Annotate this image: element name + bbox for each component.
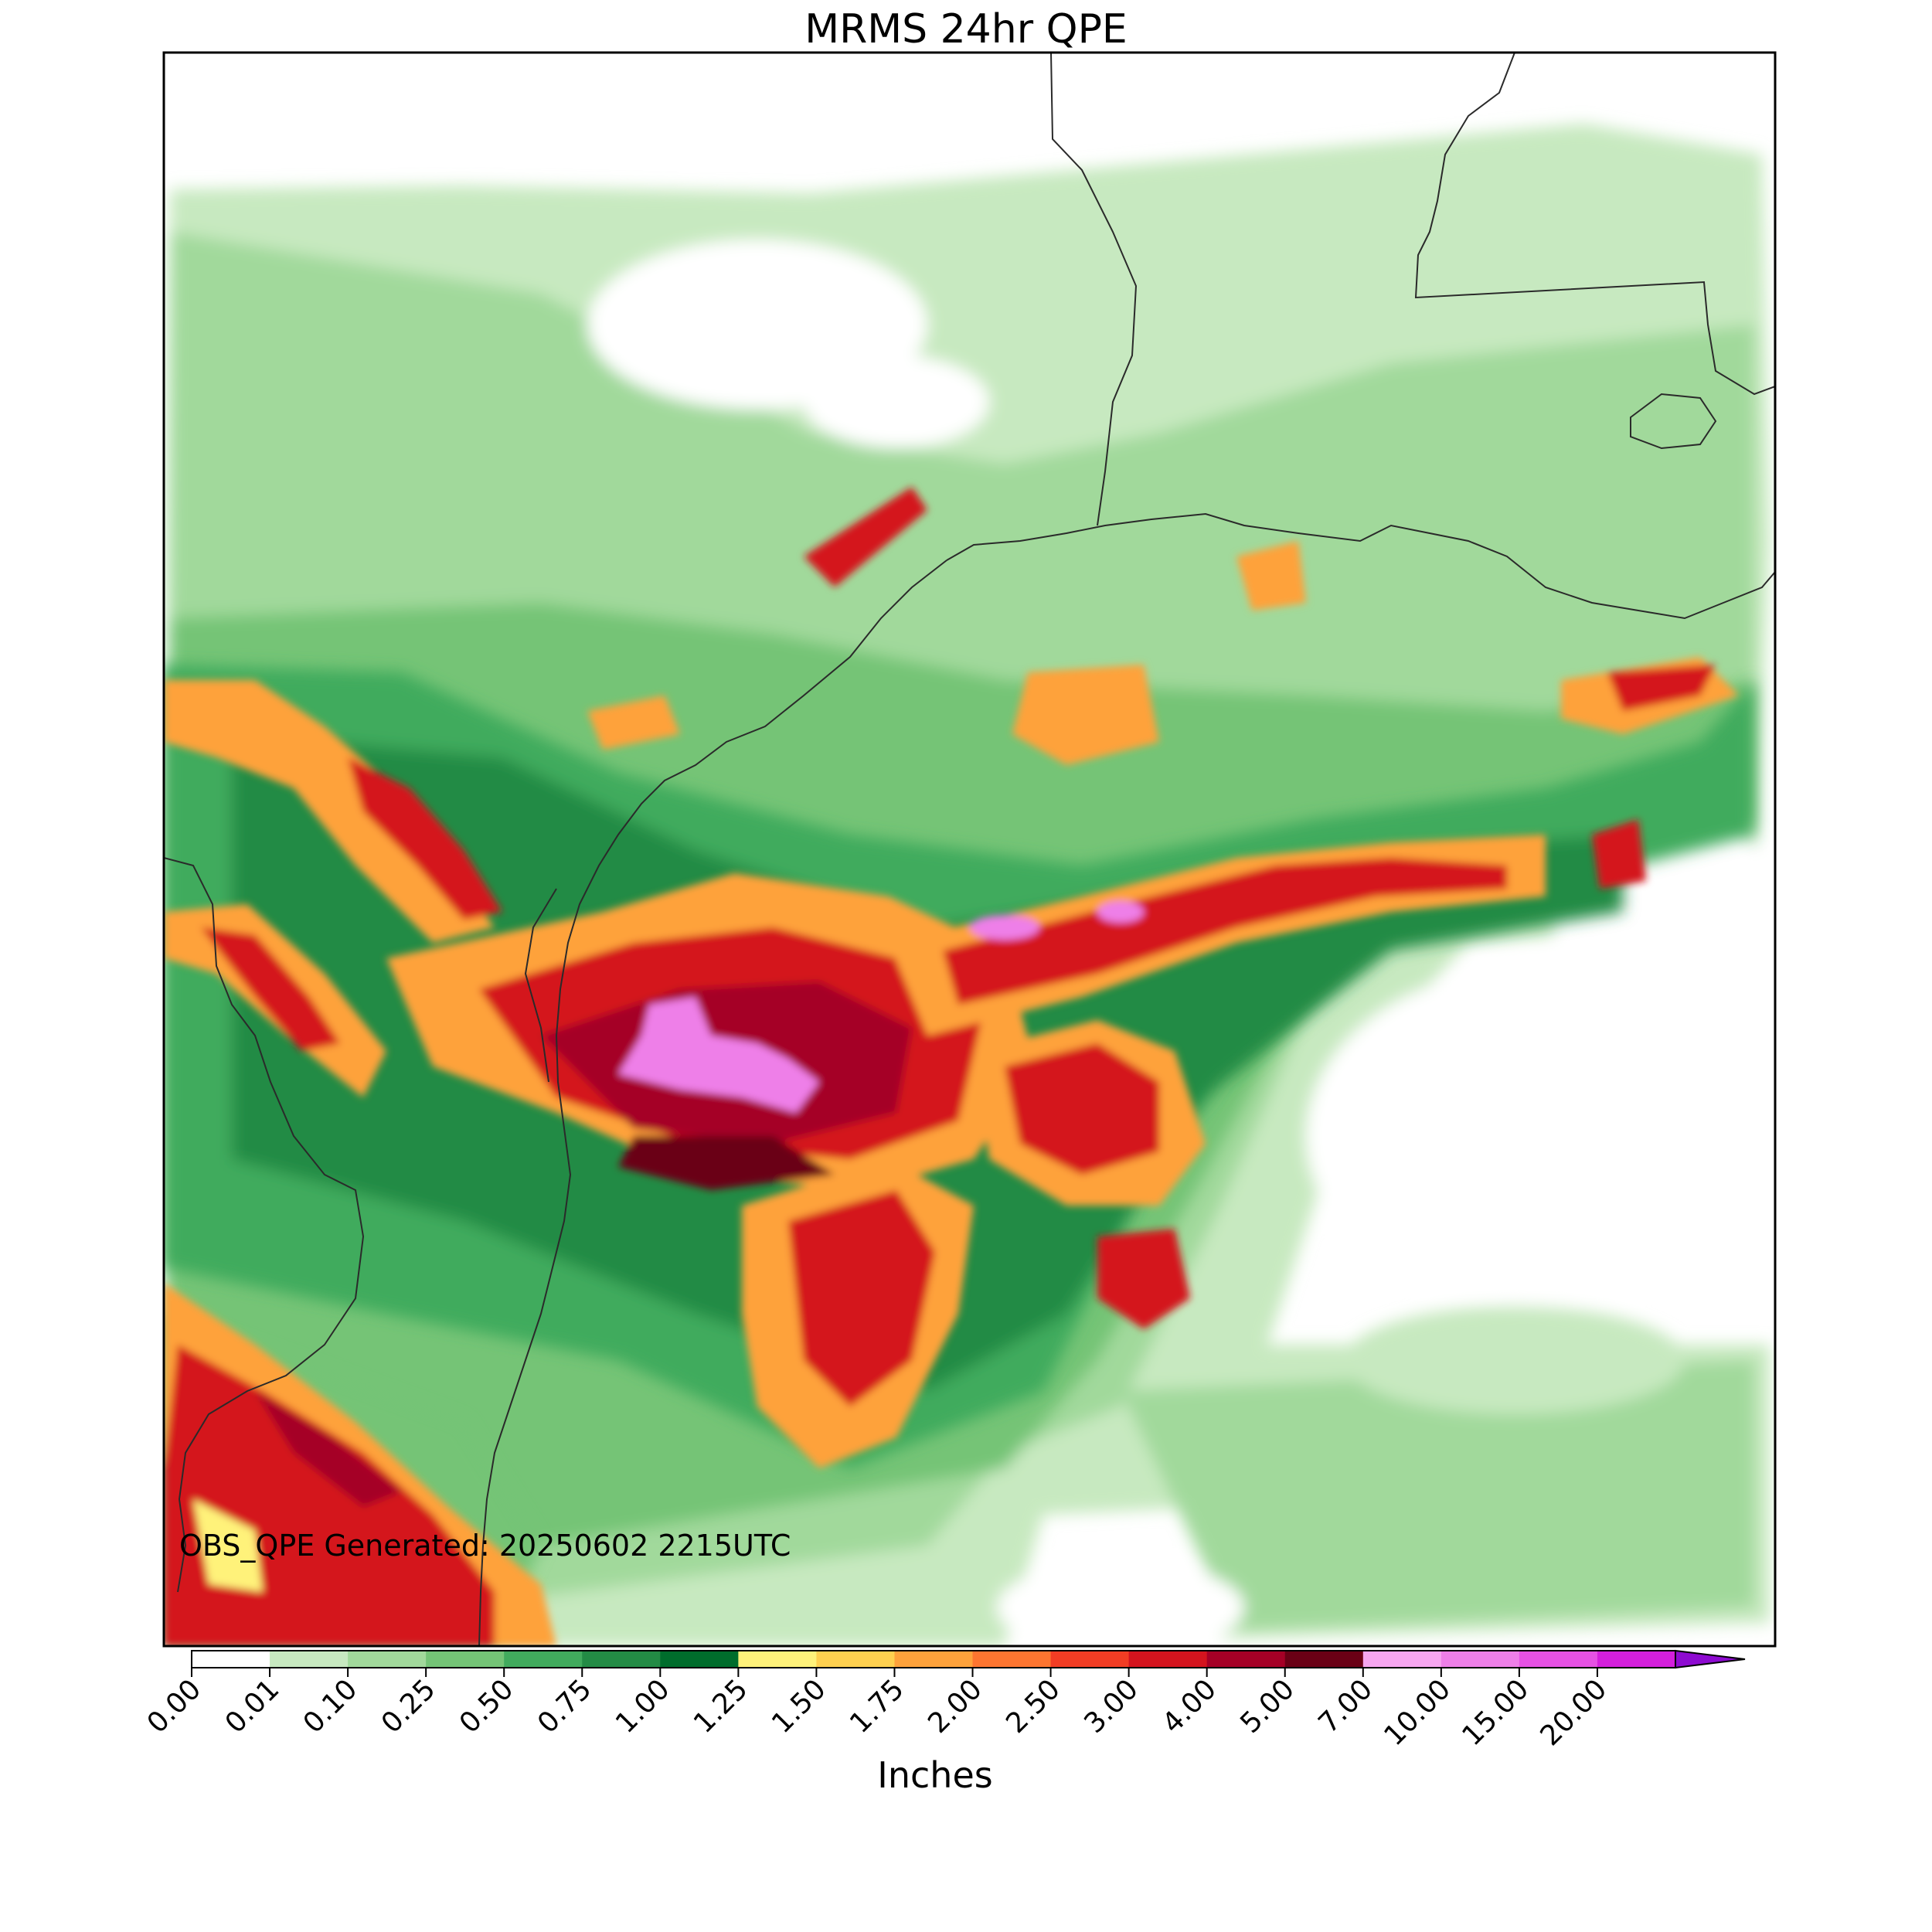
colorbar-segment xyxy=(1206,1651,1286,1668)
colorbar-label: Inches xyxy=(877,1754,993,1796)
map-title: MRMS 24hr QPE xyxy=(804,6,1128,53)
colorbar-segment xyxy=(504,1651,583,1668)
colorbar-tick-label: 0.00 xyxy=(141,1673,208,1740)
colorbar-tick-label: 0.50 xyxy=(454,1673,520,1740)
colorbar-segment xyxy=(1440,1651,1520,1668)
colorbar-segment xyxy=(1519,1651,1598,1668)
colorbar-segment xyxy=(1284,1651,1364,1668)
colorbar-tick-label: 0.10 xyxy=(298,1673,364,1740)
colorbar-segment xyxy=(348,1651,427,1668)
colorbar-segment xyxy=(192,1651,270,1668)
colorbar-tick-label: 0.01 xyxy=(219,1673,286,1740)
map-frame xyxy=(162,51,1777,1648)
generated-stamp: OBS_QPE Generated: 20250602 2215UTC xyxy=(179,1529,791,1563)
colorbar-segment xyxy=(894,1651,974,1668)
colorbar-tick-label: 0.25 xyxy=(376,1673,442,1740)
colorbar-segment xyxy=(270,1651,349,1668)
colorbar-outline xyxy=(191,1650,1676,1668)
colorbar-tick-label: 1.50 xyxy=(766,1673,832,1740)
colorbar-tick-label: 2.50 xyxy=(1000,1673,1066,1740)
colorbar-segment xyxy=(972,1651,1052,1668)
colorbar-segment xyxy=(582,1651,661,1668)
colorbar: 0.00 0.01 0.10 0.25 0.50 0.75 1.00 1.25 1.50 1.75… xyxy=(141,1649,1746,1752)
colorbar-segment xyxy=(1597,1651,1676,1668)
colorbar-segment xyxy=(1050,1651,1130,1668)
colorbar-tick-label: 15.00 xyxy=(1456,1673,1535,1752)
colorbar-tick-label: 1.00 xyxy=(610,1673,676,1740)
colorbar-segment xyxy=(1128,1651,1208,1668)
colorbar-segment xyxy=(816,1651,895,1668)
colorbar-segment xyxy=(738,1651,817,1668)
precipitation-field xyxy=(164,53,1775,1646)
colorbar-tick-label: 7.00 xyxy=(1312,1673,1379,1740)
colorbar-tick-label: 3.00 xyxy=(1078,1673,1145,1740)
colorbar-tick-label: 4.00 xyxy=(1156,1673,1223,1740)
colorbar-tick-label: 1.25 xyxy=(688,1673,754,1740)
boundary-lines xyxy=(164,53,1775,1646)
colorbar-tick-label: 20.00 xyxy=(1534,1673,1613,1752)
colorbar-tick-label: 0.75 xyxy=(532,1673,598,1740)
colorbar-segment xyxy=(1362,1651,1442,1668)
colorbar-extend-arrow xyxy=(1675,1649,1746,1669)
colorbar-tick-label: 10.00 xyxy=(1378,1673,1457,1752)
colorbar-tick-label: 5.00 xyxy=(1234,1673,1301,1740)
colorbar-tick-label: 2.00 xyxy=(922,1673,988,1740)
colorbar-segment xyxy=(426,1651,505,1668)
colorbar-segment xyxy=(660,1651,739,1668)
colorbar-tick-label: 1.75 xyxy=(844,1673,910,1740)
